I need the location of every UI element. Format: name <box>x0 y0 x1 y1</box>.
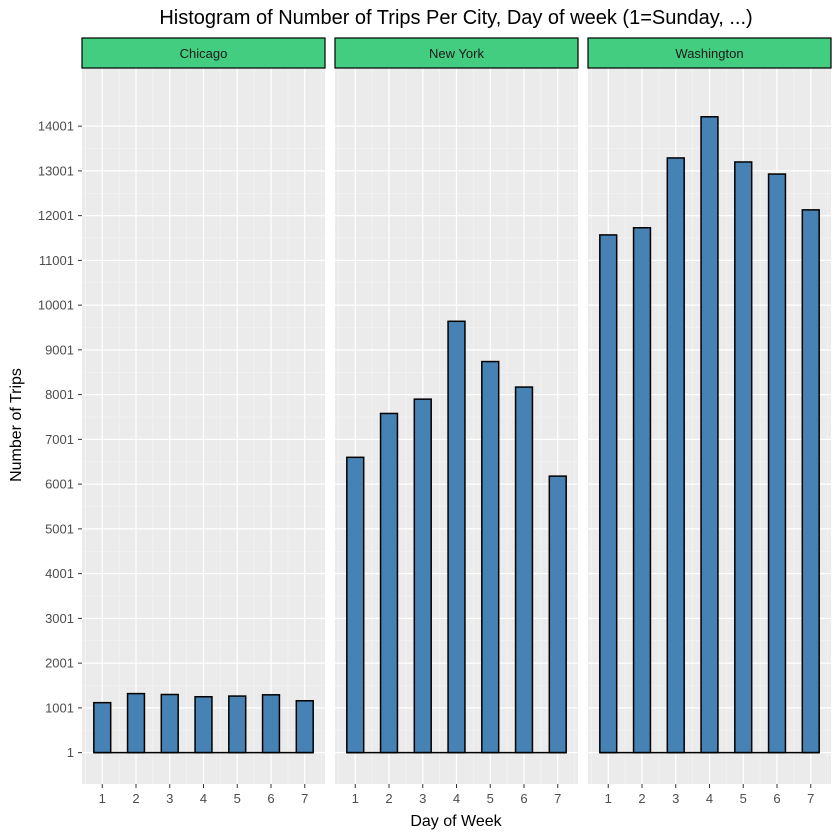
facet-panel-chicago: 1 2 3 4 5 6 7 Chicago <box>81 37 326 806</box>
y-tick-label: 6001 <box>45 477 74 492</box>
facet-panel-new-york: 1 2 3 4 5 6 7 New York <box>334 37 579 806</box>
facet-strip-label: Chicago <box>180 46 228 61</box>
x-tick-label: 6 <box>267 791 274 806</box>
x-tick-label: 4 <box>200 791 207 806</box>
x-tick-label: 1 <box>352 791 359 806</box>
x-tick-label: 5 <box>234 791 241 806</box>
x-tick-label: 1 <box>605 791 612 806</box>
x-tick-label: 2 <box>132 791 139 806</box>
y-tick-label: 4001 <box>45 566 74 581</box>
y-tick-label: 10001 <box>38 298 74 313</box>
y-tick-label: 1001 <box>45 700 74 715</box>
x-tick-label: 3 <box>166 791 173 806</box>
bar <box>261 694 281 754</box>
bar <box>599 234 618 754</box>
x-tick-label: 5 <box>487 791 494 806</box>
bar <box>93 701 112 754</box>
facet-strip-label: Washington <box>675 46 743 61</box>
x-tick-label: 7 <box>301 791 308 806</box>
bar <box>295 700 314 754</box>
bar <box>734 161 753 754</box>
x-tick-label: 3 <box>419 791 426 806</box>
y-tick-label: 5001 <box>45 521 74 536</box>
bar <box>632 227 652 754</box>
y-tick-label: 7001 <box>45 432 74 447</box>
y-tick-label: 3001 <box>45 611 74 626</box>
x-tick-label: 1 <box>99 791 106 806</box>
facet-panels: 1 2 3 4 5 6 7 Chicago 1 2 3 4 5 6 7 New York 1 2 3 4 5 6 7 Wash… <box>81 37 832 806</box>
x-tick-label: 7 <box>807 791 814 806</box>
x-tick-label: 5 <box>740 791 747 806</box>
bar <box>700 116 719 754</box>
chart-title: Histogram of Number of Trips Per City, D… <box>159 7 752 29</box>
bar <box>346 456 365 754</box>
y-axis: 1100120013001400150016001700180019001100… <box>38 119 82 760</box>
bar <box>801 209 820 754</box>
bar <box>447 320 466 754</box>
bar <box>413 398 432 754</box>
bar <box>548 475 567 754</box>
y-tick-label: 11001 <box>39 253 74 268</box>
x-tick-label: 2 <box>638 791 645 806</box>
facet-strip <box>81 37 326 69</box>
bar <box>666 157 685 754</box>
x-tick-label: 4 <box>453 791 460 806</box>
bar <box>194 695 213 754</box>
facet-strip <box>587 37 832 69</box>
y-tick-label: 12001 <box>38 208 74 223</box>
y-tick-label: 8001 <box>45 387 74 402</box>
facet-strip-label: New York <box>429 46 484 61</box>
facet-panel-washington: 1 2 3 4 5 6 7 Washington <box>587 37 832 806</box>
x-tick-label: 2 <box>385 791 392 806</box>
bar <box>160 693 179 754</box>
y-tick-label: 14001 <box>38 119 74 134</box>
x-tick-label: 6 <box>773 791 780 806</box>
y-tick-label: 1 <box>67 745 74 760</box>
bar <box>126 692 146 754</box>
bar <box>228 695 247 754</box>
facet-strip <box>334 37 579 69</box>
bar <box>514 386 534 754</box>
bar <box>379 412 399 754</box>
y-tick-label: 13001 <box>38 163 74 178</box>
bar <box>767 173 787 754</box>
x-axis-title: Day of Week <box>410 813 502 830</box>
x-tick-label: 4 <box>706 791 713 806</box>
bar <box>481 360 500 754</box>
y-axis-title: Number of Trips <box>8 368 25 482</box>
x-tick-label: 3 <box>672 791 679 806</box>
x-tick-label: 6 <box>520 791 527 806</box>
x-tick-label: 7 <box>554 791 561 806</box>
y-tick-label: 2001 <box>45 656 74 671</box>
y-tick-label: 9001 <box>45 342 74 357</box>
